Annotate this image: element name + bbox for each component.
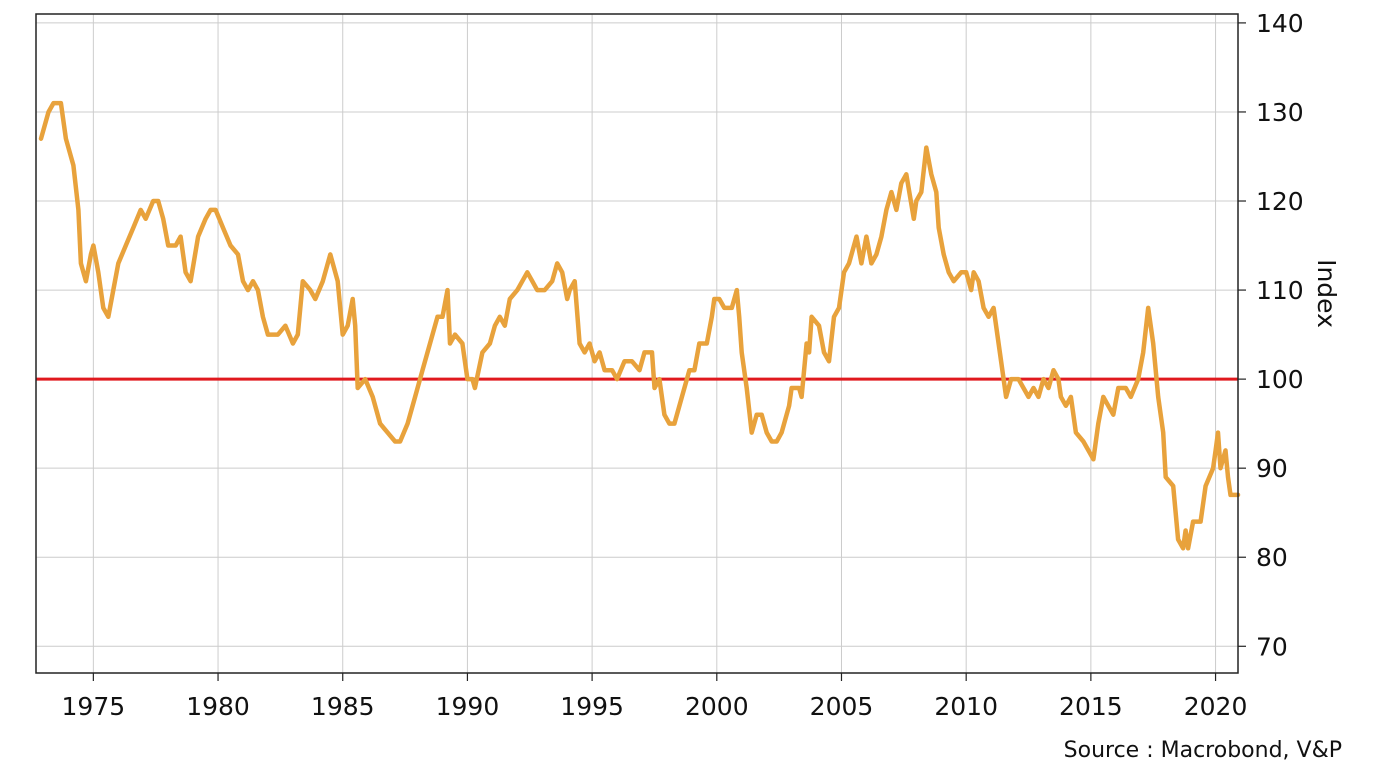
x-tick-label: 1995 [560,692,624,721]
y-tick-label: 130 [1256,98,1304,127]
x-tick-label: 1980 [186,692,250,721]
y-tick-label: 110 [1256,276,1304,305]
y-tick-label: 90 [1256,454,1288,483]
x-tick-label: 2015 [1059,692,1123,721]
x-tick-label: 1985 [311,692,375,721]
x-tick-label: 1975 [62,692,126,721]
y-tick-label: 80 [1256,543,1288,572]
x-tick-label: 2000 [685,692,749,721]
x-tick-label: 2005 [810,692,874,721]
source-note: Source : Macrobond, V&P [1063,738,1342,763]
series-lines [38,100,1241,551]
x-tick-label: 2010 [934,692,998,721]
y-tick-label: 70 [1256,632,1288,661]
series-line [38,100,1241,551]
plot-frame [35,13,1239,674]
y-tick-label: 100 [1256,365,1304,394]
x-axis-ticks: 1975 1980 1985 1990 1995 2000 2005 2010 2015 2020 [62,673,1248,721]
x-tick-label: 1990 [436,692,500,721]
grid-lines [36,14,1238,673]
y-tick-label: 140 [1256,9,1304,38]
x-tick-label: 2020 [1184,692,1248,721]
y-axis-ticks: 70 80 90 100 110 120 130 140 [1238,9,1304,661]
y-axis-label: Index [1312,259,1341,328]
y-tick-label: 120 [1256,187,1304,216]
